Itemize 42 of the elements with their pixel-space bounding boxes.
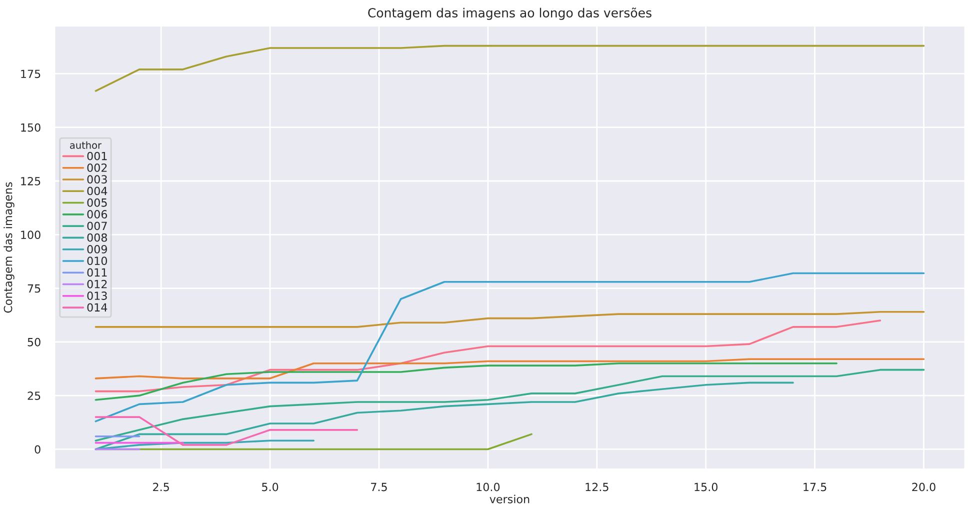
y-tick-label: 25 (28, 392, 40, 400)
x-tick-label: 15.0 (694, 482, 718, 492)
legend-label: 007 (87, 222, 107, 230)
x-tick-label: 2.5 (153, 482, 169, 492)
legend-label: 002 (87, 163, 107, 172)
line-series (94, 358, 925, 380)
legend-label: 014 (87, 303, 108, 312)
legend-label: 004 (87, 186, 108, 196)
legend-label: 009 (87, 244, 107, 254)
y-tick-label: 175 (21, 70, 40, 78)
x-axis-title: version (490, 494, 530, 504)
legend-label: 008 (87, 233, 107, 242)
x-tick-label: 20.0 (912, 482, 936, 492)
y-tick-label: 125 (21, 176, 40, 186)
legend-label: 006 (87, 210, 108, 218)
line-series (94, 382, 794, 450)
x-tick-label: 7.5 (371, 482, 387, 492)
legend-label: 005 (87, 198, 107, 207)
line-series (94, 368, 925, 442)
x-tick-label: 12.5 (586, 482, 608, 492)
legend-title: author (70, 141, 102, 149)
x-tick-label: 10.0 (476, 482, 500, 492)
line-series (94, 320, 882, 392)
legend-label: 013 (87, 292, 107, 300)
y-tick-label: 50 (28, 338, 40, 346)
x-tick-label: 5.0 (262, 482, 278, 492)
legend-label: 001 (87, 152, 107, 160)
legend-label: 011 (87, 268, 107, 277)
y-tick-label: 75 (28, 284, 40, 293)
y-axis-title: Contagem das imagens (4, 182, 14, 313)
legend-label: 003 (87, 175, 107, 184)
legend-label: 012 (87, 280, 107, 288)
chart-title: Contagem das imagens ao longo das versões (368, 8, 652, 20)
y-tick-label: 0 (34, 445, 40, 454)
x-tick-label: 17.5 (804, 482, 826, 492)
line-series (94, 310, 925, 328)
line-series (94, 362, 838, 401)
y-tick-label: 150 (21, 123, 40, 132)
line-series (94, 440, 315, 450)
legend-label: 010 (87, 256, 108, 266)
y-tick-label: 100 (21, 230, 40, 240)
line-series (94, 44, 925, 92)
